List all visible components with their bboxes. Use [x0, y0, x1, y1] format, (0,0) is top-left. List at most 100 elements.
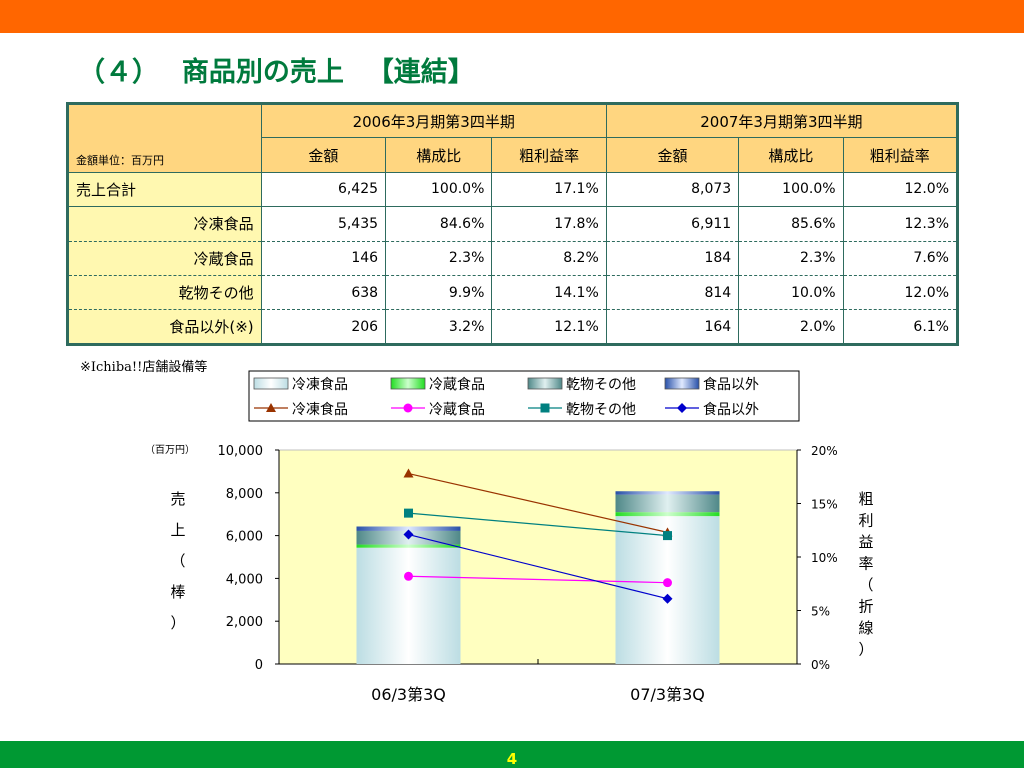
column-header: 金額: [261, 137, 387, 173]
left-axis-tick-label: 4,000: [226, 572, 263, 587]
table-cell: 6,425: [261, 172, 387, 208]
table-cell: 8.2%: [491, 241, 607, 276]
table-cell: 10.0%: [738, 275, 844, 311]
table-row: 売上合計 6,425 100.0% 17.1% 8,073 100.0% 12.…: [67, 172, 959, 208]
table-cell: 8,073: [606, 172, 740, 208]
left-axis-tick-label: 2,000: [226, 615, 263, 630]
slide-title: （４） 商品別の売上 【連結】: [78, 57, 475, 88]
table-header-row-periods: 金額単位：百万円 2006年3月期第3四半期 2007年3月期第3四半期: [67, 103, 959, 173]
legend-marker: [540, 403, 550, 413]
table-cell: 100.0%: [385, 172, 493, 208]
right-axis-tick-label: 5%: [811, 605, 830, 619]
table-cell: 206: [261, 309, 387, 345]
table-cell: 12.1%: [491, 309, 607, 345]
table-cell: 85.6%: [738, 206, 844, 242]
table-cell: 164: [606, 309, 740, 345]
unit-label: 金額単位：百万円: [67, 103, 262, 173]
line-series: [408, 575, 668, 584]
legend-marker: [403, 403, 413, 413]
right-axis-title-char: （: [858, 576, 873, 594]
legend-label: 冷凍食品: [292, 401, 348, 418]
line-point: [404, 508, 413, 518]
right-axis-tick-label: 10%: [811, 551, 838, 565]
row-label: 冷蔵食品: [67, 241, 262, 276]
table-row: 冷蔵食品 146 2.3% 8.2% 184 2.3% 7.6%: [67, 241, 959, 276]
line-point: [662, 593, 673, 604]
table-cell: 3.2%: [385, 309, 493, 345]
line-point: [403, 529, 414, 540]
bar-segment: [615, 512, 720, 517]
column-header: 金額: [606, 137, 740, 173]
x-axis-category-label: 06/3第3Q: [371, 685, 446, 704]
line-point: [404, 571, 413, 581]
bar-segment: [356, 526, 461, 531]
table-cell: 7.6%: [843, 241, 959, 276]
right-axis-title-char: 利: [858, 512, 873, 530]
table-cell: 9.9%: [385, 275, 493, 311]
legend-label: 冷蔵食品: [429, 376, 485, 393]
table-cell: 17.1%: [491, 172, 607, 208]
left-axis-tick-label: 10,000: [218, 444, 264, 459]
line-series: [408, 533, 668, 600]
sales-table: 金額単位：百万円 2006年3月期第3四半期 2007年3月期第3四半期 金額 …: [66, 102, 959, 346]
legend-swatch: [527, 377, 563, 390]
table-cell: 638: [261, 275, 387, 311]
left-axis-title-char: （: [170, 552, 185, 570]
footnote: ※Ichiba!!店舗設備等: [80, 360, 208, 375]
table-cell: 2.0%: [738, 309, 844, 345]
bar-segment: [615, 494, 720, 513]
table-cell: 12.3%: [843, 206, 959, 242]
legend-label: 乾物その他: [566, 377, 636, 393]
table-cell: 12.0%: [843, 275, 959, 311]
line-point: [663, 531, 672, 541]
row-label: 食品以外(※): [67, 309, 262, 345]
column-header: 構成比: [385, 137, 493, 173]
table-cell: 84.6%: [385, 206, 493, 242]
legend-swatch: [664, 377, 700, 390]
table-cell: 2.3%: [738, 241, 844, 276]
column-header: 粗利益率: [491, 137, 607, 173]
table-cell: 146: [261, 241, 387, 276]
right-axis-tick-label: 20%: [811, 444, 838, 458]
legend-label: 冷凍食品: [292, 376, 348, 393]
legend-label: 冷蔵食品: [429, 401, 485, 418]
top-band: [0, 0, 1024, 33]
column-header: 構成比: [738, 137, 844, 173]
table-cell: 17.8%: [491, 206, 607, 242]
column-header: 粗利益率: [843, 137, 959, 173]
row-label: 冷凍食品: [67, 206, 262, 242]
right-axis-tick-label: 15%: [811, 498, 838, 512]
left-axis-title-char: 売: [170, 490, 185, 508]
period-header: 2007年3月期第3四半期: [606, 103, 959, 139]
page-number: 4: [506, 750, 518, 768]
table-row: 食品以外(※) 206 3.2% 12.1% 164 2.0% 6.1%: [67, 309, 959, 345]
period-header: 2006年3月期第3四半期: [261, 103, 607, 139]
legend-label: 食品以外: [703, 401, 759, 418]
legend: [248, 370, 800, 422]
right-axis-title-char: 粗: [858, 490, 873, 508]
left-axis-tick-label: 8,000: [226, 487, 263, 502]
table-cell: 2.3%: [385, 241, 493, 276]
legend-marker: [677, 403, 687, 413]
left-axis-tick-label: 0: [255, 658, 263, 673]
legend-label: 食品以外: [703, 376, 759, 393]
legend-label: 乾物その他: [566, 402, 636, 418]
line-point: [663, 578, 672, 588]
row-label: 売上合計: [67, 172, 262, 208]
right-axis-tick-label: 0%: [811, 658, 830, 672]
table-row: 乾物その他 638 9.9% 14.1% 814 10.0% 12.0%: [67, 275, 959, 311]
table-cell: 5,435: [261, 206, 387, 242]
line-series: [408, 472, 668, 533]
left-axis-tick-label: 6,000: [226, 530, 263, 545]
line-series: [408, 512, 668, 537]
table-cell: 814: [606, 275, 740, 311]
right-axis-title-char: ）: [858, 641, 873, 659]
table-cell: 184: [606, 241, 740, 276]
table-cell: 6,911: [606, 206, 740, 242]
bar-segment: [356, 547, 461, 664]
table-header-row-columns: 金額 構成比 粗利益率 金額 構成比 粗利益率: [68, 137, 959, 173]
legend-marker: [266, 403, 276, 412]
sales-margin-chart: 0 2,000 4,000 6,000 8,000 10,000 0% 5% 10% 15% 20%…: [145, 370, 874, 704]
table-cell: 14.1%: [491, 275, 607, 311]
right-axis-title-char: 益: [858, 533, 873, 551]
